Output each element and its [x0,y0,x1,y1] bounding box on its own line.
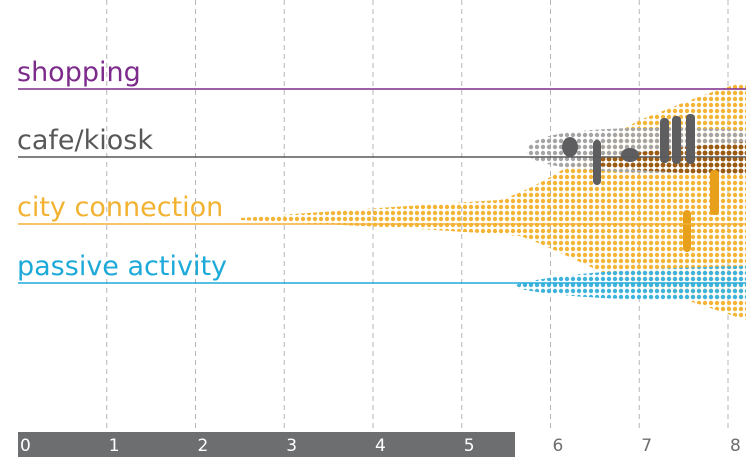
row-label: shopping [17,57,141,88]
row-label: cafe/kiosk [17,125,153,156]
x-tick-label: 1 [109,436,120,456]
x-tick-label: 2 [198,436,209,456]
row-label: city connection [17,192,223,223]
x-tick-label: 4 [375,436,386,456]
x-tick-label: 7 [641,436,652,456]
x-tick-label: 8 [730,436,741,456]
x-tick-label: 3 [286,436,297,456]
axis-bar [18,432,515,457]
row-label: passive activity [17,251,227,282]
activity-shapes [240,82,746,320]
x-tick-label: 6 [553,436,564,456]
x-tick-label: 0 [20,436,31,456]
people [562,114,695,185]
people-orange [683,170,719,252]
x-tick-label: 5 [464,436,475,456]
